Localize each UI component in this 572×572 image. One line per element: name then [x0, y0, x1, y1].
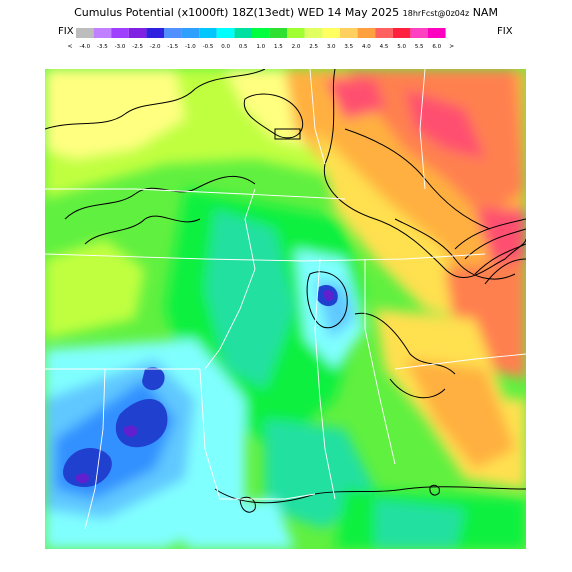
state-boundaries [45, 69, 526, 530]
field-teal-gulf [375, 499, 465, 549]
legend-level-label: -3.5 [97, 44, 108, 50]
legend-level-label: 4.0 [362, 44, 371, 50]
legend-level-label: 5.0 [397, 44, 406, 50]
legend-level-label: 3.0 [327, 44, 336, 50]
legend-swatch [199, 28, 217, 38]
field-pale-yellow-northwest [45, 69, 185, 159]
legend-swatch [357, 28, 376, 38]
legend-swatch [375, 28, 393, 38]
legend-swatch [181, 28, 200, 38]
legend-low-arrow: < [67, 43, 72, 50]
legend-level-label: -4.0 [79, 44, 90, 50]
fix-label-right: FIX [497, 26, 513, 37]
legend-level-label: 6.0 [432, 44, 441, 50]
legend-level-label: 4.5 [380, 44, 389, 50]
legend-swatch [392, 28, 411, 38]
field-pink-red-north-core [325, 79, 385, 119]
legend-swatch [234, 28, 252, 38]
legend-level-label: 0.0 [221, 44, 230, 50]
legend-level-label: 1.0 [256, 44, 265, 50]
legend-level-label: 1.5 [274, 44, 283, 50]
field-cyan-gulf [185, 499, 295, 549]
legend-level-label: 5.5 [415, 44, 424, 50]
legend-swatch [304, 28, 323, 38]
chart-title: Cumulus Potential (x1000ft) 18Z(13edt) W… [74, 6, 498, 19]
legend-level-label: -2.0 [150, 44, 161, 50]
legend-level-label: -3.0 [115, 44, 126, 50]
legend-swatch [164, 28, 182, 38]
fix-label-left: FIX [58, 26, 74, 37]
legend-swatch [111, 28, 129, 38]
field-orange-southeast [405, 359, 515, 469]
legend-level-label: 3.5 [344, 44, 353, 50]
legend-level-label: 2.0 [292, 44, 301, 50]
legend-swatch [428, 28, 446, 38]
cumulus-potential-map [45, 69, 526, 549]
field-pink-red-northeast-core [405, 89, 485, 159]
legend-level-label: -2.5 [132, 44, 143, 50]
legend-swatch [216, 28, 235, 38]
field-yellow-green-west [45, 239, 145, 339]
legend-level-label: -1.0 [185, 44, 196, 50]
field-yellow-northeast-margin [315, 129, 465, 319]
contour-lines [45, 69, 526, 513]
legend-swatch [146, 28, 164, 38]
legend-swatch [269, 28, 288, 38]
legend-swatch [287, 28, 305, 38]
legend-swatch [76, 28, 94, 38]
field-pink-red-east-core [475, 209, 526, 269]
legend-level-label: -0.5 [203, 44, 214, 50]
field-red-orange-east [445, 259, 526, 379]
field-red-orange-northeast [345, 69, 525, 219]
legend-level-label: -1.5 [167, 44, 178, 50]
legend-swatch [252, 28, 270, 38]
legend-swatch [128, 28, 147, 38]
legend-high-arrow: > [449, 43, 454, 50]
legend-swatch [410, 28, 428, 38]
legend-swatch [340, 28, 358, 38]
legend-swatch [322, 28, 340, 38]
legend-level-label: 0.5 [239, 44, 248, 50]
field-teal-center [205, 209, 295, 389]
color-legend: -4.0 -3.5 -3.0 -2.5 -2.0 -1.5 -1.0 -0.5 0.0 0.5 1.… [67, 28, 454, 50]
blue-cores [63, 284, 338, 487]
legend-swatch [93, 28, 112, 38]
legend-level-label: 2.5 [309, 44, 318, 50]
